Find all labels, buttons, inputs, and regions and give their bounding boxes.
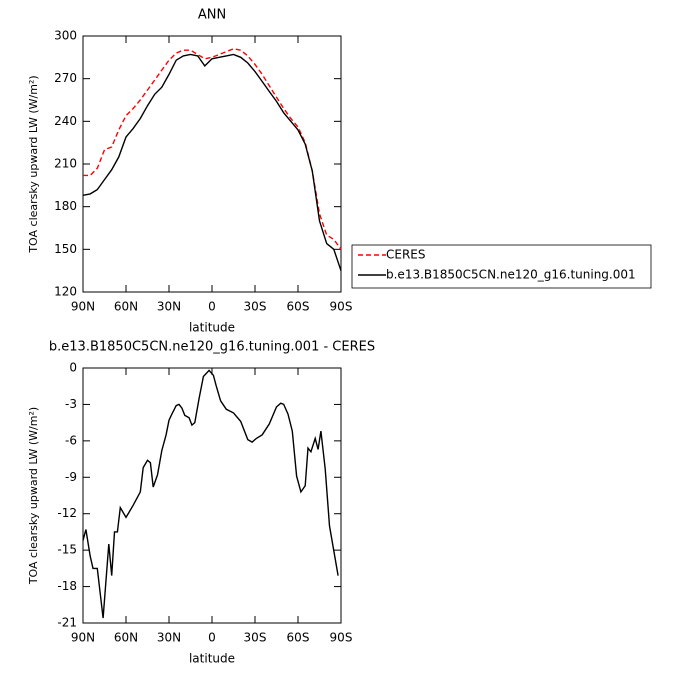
x-tick-label: 60N bbox=[114, 631, 138, 645]
y-tick-label: 240 bbox=[54, 114, 77, 128]
x-tick-label: 60S bbox=[287, 300, 310, 314]
plot-frame bbox=[82, 35, 342, 293]
y-axis-label: TOA clearsky upward LW (W/m²) bbox=[27, 75, 40, 253]
x-axis-label: latitude bbox=[189, 321, 235, 335]
x-tick-label: 30N bbox=[157, 631, 181, 645]
y-tick-label: 180 bbox=[54, 199, 77, 213]
x-tick-label: 90N bbox=[71, 300, 95, 314]
legend-box bbox=[351, 244, 652, 289]
x-tick-label: 90S bbox=[330, 631, 353, 645]
y-tick-label: -6 bbox=[65, 433, 77, 447]
y-tick-label: 270 bbox=[54, 71, 77, 85]
x-tick-label: 90N bbox=[71, 631, 95, 645]
y-tick-label: -3 bbox=[65, 397, 77, 411]
y-tick-label: -9 bbox=[65, 470, 77, 484]
chart-title: b.e13.B1850C5CN.ne120_g16.tuning.001 - C… bbox=[49, 340, 375, 355]
y-tick-label: -12 bbox=[57, 506, 77, 520]
x-tick-label: 30N bbox=[157, 300, 181, 314]
x-tick-label: 30S bbox=[244, 300, 267, 314]
y-tick-label: -18 bbox=[57, 579, 77, 593]
y-tick-label: 0 bbox=[69, 361, 77, 375]
legend-label: b.e13.B1850C5CN.ne120_g16.tuning.001 bbox=[386, 268, 636, 282]
line bbox=[82, 369, 339, 619]
line bbox=[82, 53, 342, 271]
x-axis-label: latitude bbox=[189, 652, 235, 666]
plot-frame bbox=[82, 367, 342, 624]
x-tick-label: 60S bbox=[287, 631, 310, 645]
y-axis-label: TOA clearsky upward LW (W/m²) bbox=[27, 407, 40, 585]
y-tick-label: 120 bbox=[54, 285, 77, 299]
legend-label: CERES bbox=[386, 248, 426, 262]
y-tick-label: -15 bbox=[57, 543, 77, 557]
x-tick-label: 90S bbox=[330, 300, 353, 314]
x-tick-label: 60N bbox=[114, 300, 138, 314]
y-tick-label: 210 bbox=[54, 157, 77, 171]
x-tick-label: 0 bbox=[208, 631, 216, 645]
chart-title: ANN bbox=[198, 8, 226, 23]
x-tick-label: 30S bbox=[244, 631, 267, 645]
x-tick-label: 0 bbox=[208, 300, 216, 314]
y-tick-label: -21 bbox=[57, 616, 77, 630]
y-tick-label: 150 bbox=[54, 242, 77, 256]
y-tick-label: 300 bbox=[54, 29, 77, 43]
